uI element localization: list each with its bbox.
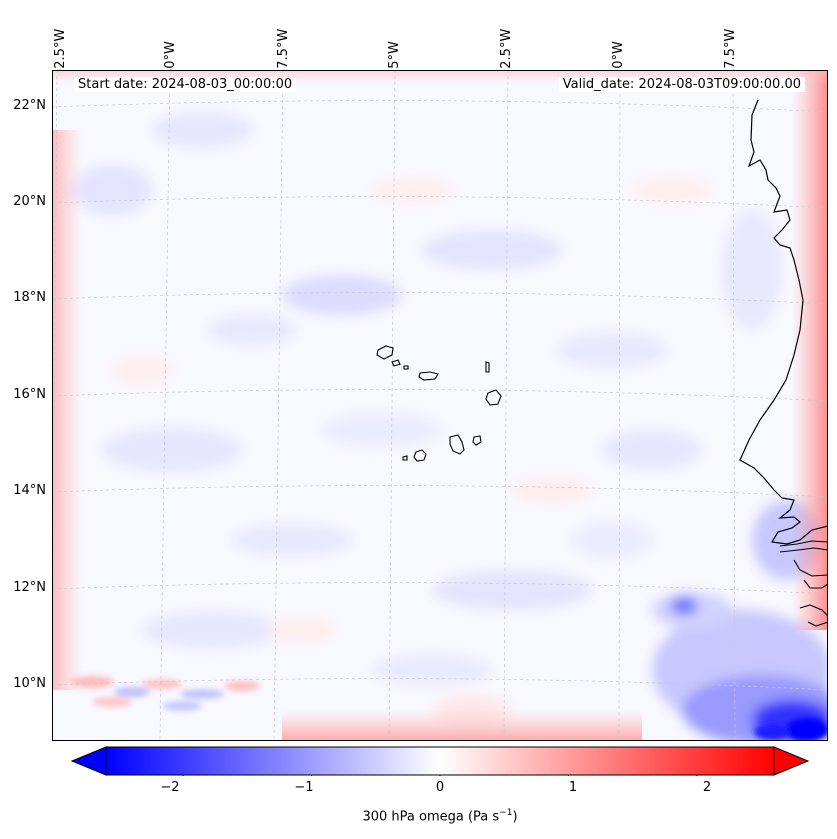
lat-label-20n: 20°N [13,194,46,209]
start-date-label: Start date: 2024-08-03_00:00:00 [74,77,297,92]
valid-date-label: Valid_date: 2024-08-03T09:00:00.00 [558,77,805,92]
colorbar-title: 300 hPa omega (Pa s−1) [290,808,590,824]
lat-label-12n: 12°N [13,580,46,595]
colorbar-title-text: 300 hPa omega (Pa s [362,809,500,825]
colorbar-body [105,746,775,776]
colorbar-ticks [182,775,698,776]
colorbar-tick-label-1: 1 [568,780,578,795]
lat-label-10n: 10°N [13,676,46,691]
colorbar-extend-low [70,746,107,776]
coastline-gambia-icon [779,540,828,553]
lat-label-18n: 18°N [13,290,46,305]
map-frame [52,70,828,741]
cape-verde-islands-icon [376,345,502,462]
south-edge-band [282,710,642,741]
colorbar-title-sup: −1 [499,808,513,818]
lat-label-14n: 14°N [13,483,46,498]
colorbar-tick-label-2: 2 [702,780,712,795]
lat-label-16n: 16°N [13,387,46,402]
colorbar-tick-label-neg1: −1 [294,780,314,795]
map-panel [52,70,828,741]
colorbar-title-end: ) [512,809,518,825]
colorbar-tick-label-0: 0 [435,780,445,795]
coastline-guinea-icon [793,559,828,627]
colorbar [70,746,810,776]
west-edge-band [52,130,82,690]
colorbar-tick-label-neg2: −2 [160,780,180,795]
coastline-icon [739,99,828,545]
lat-label-22n: 22°N [13,98,46,113]
colorbar-extend-high [773,746,810,776]
east-edge-band [792,70,828,630]
